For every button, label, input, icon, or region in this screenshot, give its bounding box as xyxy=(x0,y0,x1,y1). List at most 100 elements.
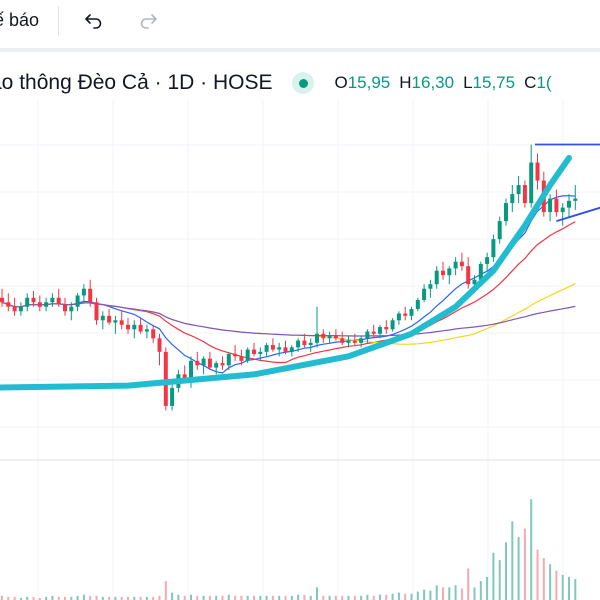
candle-body xyxy=(157,338,162,352)
volume-bar xyxy=(152,596,155,600)
candle-body xyxy=(119,320,124,325)
chart-legend: ao thông Đèo Cả · 1D · HOSE O 15,95 H 16,3… xyxy=(0,68,561,98)
volume-bar xyxy=(101,596,104,600)
candle-body xyxy=(138,324,143,332)
volume-bar xyxy=(70,596,73,600)
candle-body xyxy=(396,313,401,321)
volume-bar xyxy=(410,593,413,600)
volume-bar xyxy=(32,596,35,600)
candle-body xyxy=(277,347,282,350)
candle-body xyxy=(415,300,420,310)
volume-bar xyxy=(549,564,552,600)
candle-body xyxy=(390,320,395,330)
candle-body xyxy=(94,302,99,321)
candle-body xyxy=(170,387,175,406)
volume-bar xyxy=(215,595,218,600)
candle-body xyxy=(296,340,301,348)
volume-bar xyxy=(498,560,501,600)
volume-bar xyxy=(555,570,558,600)
candle-body xyxy=(548,198,553,213)
drawn-trend-curve xyxy=(0,155,572,391)
volume-bar xyxy=(227,594,230,600)
undo-button[interactable] xyxy=(80,8,106,34)
candle-body xyxy=(151,329,156,339)
candle-body xyxy=(132,324,137,330)
volume-bar xyxy=(423,589,426,600)
candle-body xyxy=(113,320,118,323)
candle-body xyxy=(258,351,263,355)
candle-body xyxy=(226,354,231,366)
volume-bar xyxy=(13,596,16,600)
candle-body xyxy=(327,336,332,339)
volume-bar xyxy=(114,596,117,600)
toolbar: ế báo xyxy=(0,0,600,44)
volume-bar xyxy=(240,595,243,600)
candle-body xyxy=(378,327,382,334)
volume-bar xyxy=(492,552,495,600)
high-value: 16,30 xyxy=(411,73,455,92)
volume-bar xyxy=(284,595,287,600)
moving-average-line xyxy=(1,301,576,337)
candle-body xyxy=(466,266,471,285)
volume-bar xyxy=(183,595,186,600)
market-status-icon[interactable] xyxy=(292,72,315,94)
volume-bar xyxy=(561,574,564,600)
volume-bar xyxy=(473,587,476,600)
volume-bar xyxy=(38,597,41,600)
candle-body xyxy=(573,198,578,201)
volume-bar xyxy=(360,595,363,600)
volume-bar xyxy=(372,595,375,600)
close-label: C xyxy=(524,73,537,92)
volume-bar xyxy=(196,595,199,600)
toolbar-divider xyxy=(0,48,600,52)
candle-body xyxy=(491,239,496,258)
candle-body xyxy=(37,302,42,307)
candle-body xyxy=(107,315,112,323)
volume-bar xyxy=(347,595,350,600)
candle-body xyxy=(315,333,319,343)
low-value: 15,75 xyxy=(472,73,516,92)
candle-body xyxy=(497,221,502,240)
candle-body xyxy=(510,194,515,204)
price-chart[interactable] xyxy=(0,100,600,600)
candle-body xyxy=(371,331,376,334)
candle-body xyxy=(365,331,370,339)
candle-body xyxy=(302,340,307,346)
alert-button[interactable]: ế báo xyxy=(0,10,40,30)
volume-bar xyxy=(303,594,306,600)
candle-body xyxy=(409,309,414,316)
symbol-title[interactable]: ao thông Đèo Cả · 1D · HOSE xyxy=(0,71,273,94)
volume-bar xyxy=(523,528,526,600)
candle-body xyxy=(441,270,445,276)
candle-body xyxy=(428,284,433,289)
candle-body xyxy=(516,185,521,195)
volume-bar xyxy=(366,594,369,600)
volume-bar xyxy=(82,594,85,600)
redo-button[interactable] xyxy=(136,8,162,34)
volume-bar xyxy=(95,595,98,600)
volume-bar xyxy=(511,521,514,600)
candle-body xyxy=(270,345,275,350)
volume-bar xyxy=(145,596,148,600)
drawn-support-line xyxy=(556,206,600,222)
candle-body xyxy=(0,297,4,303)
volume-bar xyxy=(517,537,520,600)
volume-bar xyxy=(259,595,262,600)
candle-body xyxy=(63,304,67,312)
volume-bar xyxy=(334,595,337,600)
candle-body xyxy=(81,288,86,296)
volume-bar xyxy=(139,596,142,600)
volume-bar xyxy=(479,581,482,600)
candle-body xyxy=(88,288,93,303)
candle-body xyxy=(554,198,559,213)
volume-bar xyxy=(328,595,331,600)
volume-bar xyxy=(64,596,66,600)
volume-bar xyxy=(177,594,180,600)
volume-bar xyxy=(89,595,92,600)
volume-bar xyxy=(164,581,167,600)
candle-body xyxy=(195,360,200,366)
candle-body xyxy=(478,263,483,280)
volume-bar xyxy=(574,579,577,600)
volume-bar xyxy=(19,597,22,600)
volume-bar xyxy=(536,549,539,600)
